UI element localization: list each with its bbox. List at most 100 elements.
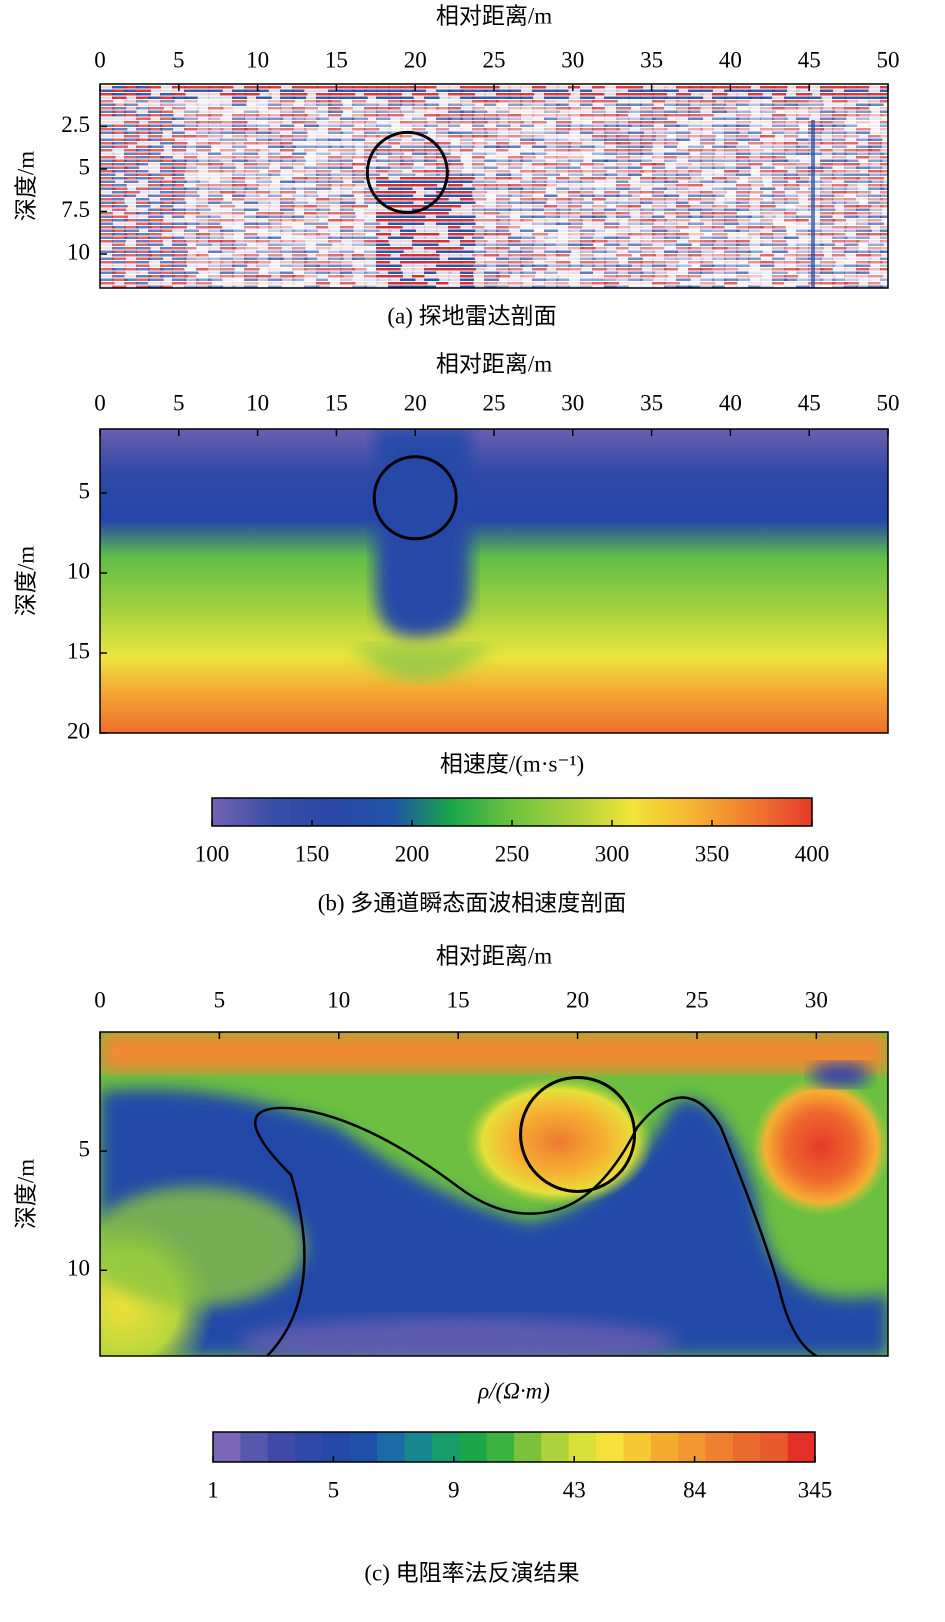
radar-texture: [784, 212, 797, 215]
radar-texture: [820, 145, 834, 148]
radar-texture: [472, 107, 485, 110]
radar-texture: [664, 254, 678, 257]
radar-texture: [220, 96, 233, 99]
radar-texture: [364, 236, 379, 239]
radar-texture: [544, 250, 559, 253]
radar-texture: [376, 275, 390, 278]
radar-texture: [316, 128, 331, 131]
radar-texture: [316, 201, 329, 204]
radar-texture: [160, 226, 174, 229]
radar-texture: [568, 198, 584, 201]
radar-texture: [856, 194, 870, 197]
radar-texture: [664, 222, 678, 225]
radar-texture: [688, 180, 701, 183]
radar-texture: [436, 212, 449, 215]
radar-texture: [460, 257, 475, 260]
radar-texture: [880, 226, 888, 229]
radar-texture: [640, 131, 656, 134]
radar-texture: [280, 107, 295, 110]
radar-texture: [688, 233, 704, 236]
radar-texture: [412, 226, 426, 229]
radar-texture: [304, 208, 320, 211]
radar-texture: [364, 93, 378, 96]
radar-texture: [124, 107, 140, 110]
radar-texture: [844, 205, 860, 208]
radar-texture: [496, 138, 510, 141]
radar-texture: [124, 187, 140, 190]
radar-texture: [700, 194, 716, 197]
radar-texture: [556, 100, 569, 103]
radar-texture: [304, 107, 318, 110]
radar-texture: [208, 247, 221, 250]
radar-texture: [100, 194, 113, 197]
radar-texture: [844, 261, 857, 264]
radar-texture: [280, 124, 295, 127]
radar-texture: [280, 212, 295, 215]
radar-texture: [424, 152, 437, 155]
radar-texture: [316, 285, 330, 288]
radar-texture: [412, 184, 425, 187]
radar-texture: [832, 173, 845, 176]
radar-texture: [784, 117, 798, 120]
radar-texture: [100, 93, 116, 96]
radar-texture: [184, 212, 200, 215]
radar-texture: [700, 222, 714, 225]
radar-texture: [268, 103, 282, 106]
radar-texture: [880, 89, 888, 92]
radar-texture: [112, 240, 126, 243]
radar-texture: [784, 180, 798, 183]
radar-texture: [508, 114, 521, 117]
radar-texture: [292, 254, 308, 257]
radar-texture: [472, 285, 485, 288]
radar-texture: [760, 166, 775, 169]
radar-texture: [316, 250, 329, 253]
radar-texture: [844, 170, 860, 173]
radar-texture: [316, 264, 329, 267]
radar-texture: [712, 271, 726, 274]
radar-texture: [640, 275, 655, 278]
radar-texture: [424, 159, 437, 162]
radar-texture: [112, 152, 128, 155]
radar-texture: [724, 159, 739, 162]
radar-texture: [136, 268, 151, 271]
radar-texture: [352, 215, 368, 218]
radar-texture: [688, 236, 703, 239]
x-tick-label: 35: [640, 47, 663, 72]
radar-texture: [556, 86, 572, 89]
radar-texture: [460, 222, 476, 225]
radar-texture: [760, 145, 774, 148]
radar-texture: [784, 135, 799, 138]
radar-texture: [340, 156, 354, 159]
radar-texture: [628, 142, 642, 145]
radar-texture: [220, 222, 236, 225]
radar-texture: [808, 257, 823, 260]
radar-texture: [868, 100, 881, 103]
radar-texture: [628, 117, 644, 120]
radar-texture: [628, 240, 644, 243]
radar-texture: [736, 163, 749, 166]
radar-texture: [352, 117, 368, 120]
x-tick-label: 25: [483, 47, 506, 72]
radar-texture: [208, 278, 223, 281]
radar-texture: [880, 212, 888, 215]
radar-texture: [160, 187, 174, 190]
radar-texture: [676, 166, 689, 169]
radar-texture: [760, 149, 776, 152]
radar-texture: [220, 187, 233, 190]
radar-texture: [748, 86, 762, 89]
radar-texture: [220, 205, 235, 208]
radar-texture: [832, 226, 848, 229]
radar-texture: [616, 96, 631, 99]
radar-texture: [640, 166, 655, 169]
radar-texture: [784, 278, 797, 281]
radar-texture: [148, 180, 163, 183]
radar-texture: [496, 149, 509, 152]
radar-texture: [748, 159, 761, 162]
radar-texture: [448, 184, 463, 187]
radar-texture: [880, 222, 888, 225]
radar-texture: [508, 226, 521, 229]
radar-texture: [676, 212, 691, 215]
radar-texture: [376, 121, 392, 124]
radar-texture: [568, 247, 584, 250]
radar-texture: [184, 180, 200, 183]
